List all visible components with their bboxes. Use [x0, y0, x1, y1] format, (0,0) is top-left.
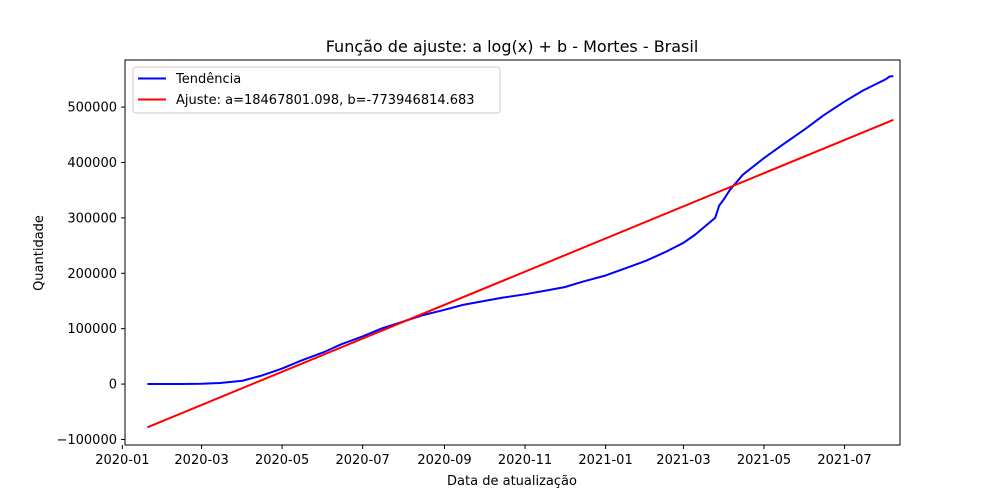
- y-tick-label: 200000: [67, 267, 117, 282]
- series-line-tendencia: [147, 75, 894, 386]
- legend-box: [132, 66, 501, 114]
- y-axis: −100000 0 100000 200000 300000 400000 500000: [56, 101, 125, 448]
- plot-frame: [124, 59, 901, 446]
- x-tick-label: 2021-03: [656, 453, 710, 468]
- x-tick-label: 2020-07: [335, 453, 389, 468]
- x-tick-label: 2021-01: [578, 453, 632, 468]
- legend: Tendência Ajuste: a=18467801.098, b=-773…: [132, 66, 501, 114]
- x-tick-label: 2021-07: [817, 453, 871, 468]
- y-tick-label: 300000: [67, 211, 117, 226]
- x-axis: 2020-01 2020-03 2020-05 2020-07 2020-09 2020-…: [95, 445, 872, 468]
- x-tick-label: 2020-03: [174, 453, 228, 468]
- chart-title: Função de ajuste: a log(x) + b - Mortes …: [326, 37, 699, 56]
- y-axis-title: Quantidade: [32, 215, 47, 291]
- y-tick-label: −100000: [56, 433, 117, 448]
- y-tick-label: 100000: [67, 322, 117, 337]
- y-tick-label: 400000: [67, 156, 117, 171]
- legend-label-tendencia: Tendência: [175, 72, 241, 87]
- x-tick-label: 2021-05: [737, 453, 791, 468]
- series-line-ajuste: [147, 118, 894, 429]
- x-tick-label: 2020-01: [95, 453, 149, 468]
- x-tick-label: 2020-09: [417, 453, 471, 468]
- x-tick-label: 2020-11: [498, 453, 552, 468]
- y-tick-label: 0: [109, 378, 117, 393]
- legend-label-ajuste: Ajuste: a=18467801.098, b=-773946814.683: [176, 93, 475, 108]
- series-layer: [147, 75, 894, 429]
- y-tick-label: 500000: [67, 101, 117, 116]
- x-axis-title: Data de atualização: [447, 474, 577, 489]
- x-tick-label: 2020-05: [255, 453, 309, 468]
